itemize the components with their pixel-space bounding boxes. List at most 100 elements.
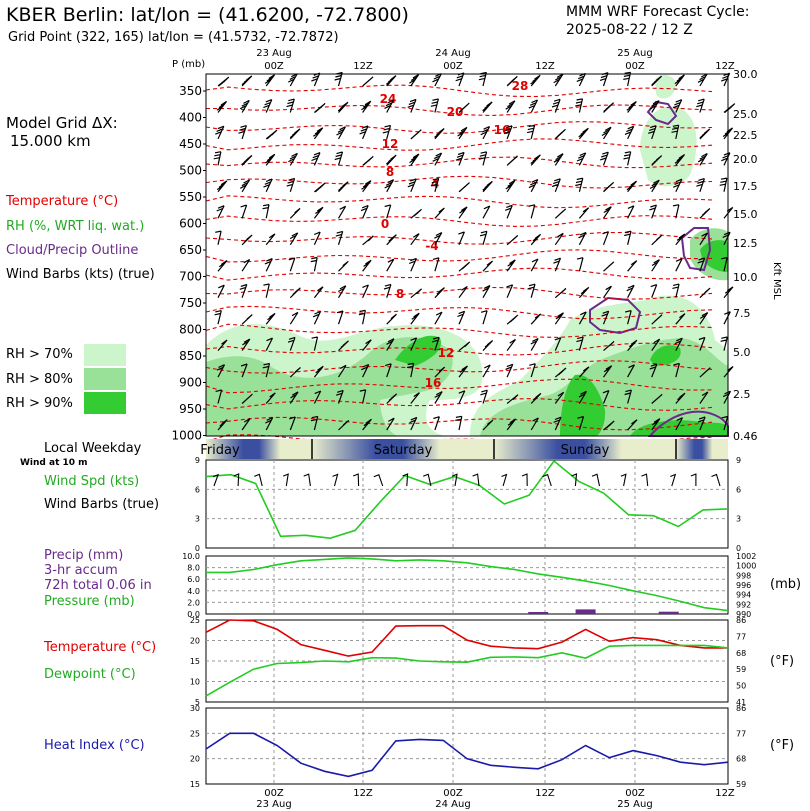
pressure-line <box>206 557 729 612</box>
wind-barb <box>554 391 565 404</box>
wind-barb <box>336 310 344 325</box>
wind-barb <box>578 207 590 219</box>
wind-barb <box>289 367 301 378</box>
wind-barb <box>458 390 466 404</box>
wind-barb <box>263 283 270 298</box>
wind-barb <box>576 152 587 166</box>
wind-barb <box>528 178 539 193</box>
wind-barb <box>553 153 564 166</box>
pressure-tick-label: 650 <box>179 243 202 257</box>
isotherm-contour <box>205 84 713 98</box>
wind-barb <box>603 261 615 272</box>
wind-barb <box>434 128 445 140</box>
wind-barb <box>434 232 443 246</box>
wind-barb <box>675 258 683 272</box>
wind-barb <box>337 101 349 113</box>
wind-barb <box>458 365 468 378</box>
wind-barb <box>672 99 683 113</box>
series-line <box>205 644 729 697</box>
bottom-date-label: 23 Aug <box>256 799 291 810</box>
wind-barb <box>674 154 686 166</box>
wind-barb <box>313 365 324 378</box>
wind-barb <box>288 152 298 166</box>
surface-wind-barb <box>670 473 677 487</box>
wind-barb <box>649 363 658 378</box>
wind-barb <box>480 125 491 140</box>
wind-barb <box>433 416 440 431</box>
legend-rh70: RH > 70% <box>6 347 73 362</box>
surface-wind-barb <box>711 473 721 487</box>
left-tick-label: 6.0 <box>187 575 200 584</box>
surface-wind-barb <box>542 473 552 487</box>
wind-barb <box>263 99 273 113</box>
bottom-time-label: 12Z <box>535 788 555 799</box>
wind-barb <box>530 337 539 351</box>
wind-barb <box>358 309 366 325</box>
wind-barb <box>721 257 728 272</box>
wind-barb <box>409 153 420 166</box>
surface-wind-barb <box>591 473 601 487</box>
pressure-tick-label: 500 <box>179 164 202 178</box>
wind-barb <box>576 336 584 351</box>
wind-barb <box>698 336 706 351</box>
wind-barb <box>216 100 228 113</box>
isotherm-contour <box>205 378 713 394</box>
legend-rh: RH (%, WRT liq. wat.) <box>6 219 145 234</box>
wind-barb <box>651 234 663 246</box>
wind-barb <box>575 98 584 113</box>
wind-barb <box>528 204 536 219</box>
wind-barb <box>506 259 516 272</box>
right-tick-label: 1002 <box>736 552 756 561</box>
wind-barb <box>530 392 542 404</box>
pressure-tick-label: 450 <box>179 137 202 151</box>
wind-barb <box>576 257 584 272</box>
pressure-axis-title: P (mb) <box>172 59 205 70</box>
wind-barb <box>603 340 615 352</box>
wind-barb <box>241 393 253 404</box>
wind-barb <box>650 284 658 298</box>
wind-barb <box>407 178 417 193</box>
cross-section-panel: 28 24 20 16 12 8 4 0 -4 8 12 16 P (mb) 350 400 450 500 55… <box>171 48 782 449</box>
left-tick-label: 9 <box>195 456 200 465</box>
left-tick-label: 0.0 <box>187 610 200 619</box>
left-tick-label: 15 <box>190 657 200 666</box>
rh-shading-region <box>560 374 606 436</box>
wind-barb <box>624 125 635 140</box>
wind-barb <box>386 258 395 272</box>
wind-barb <box>479 230 488 245</box>
wind-barb <box>217 419 228 431</box>
wind-barb <box>699 208 711 219</box>
wind-barb <box>410 312 420 325</box>
wind-barb <box>482 260 494 272</box>
wind-barb <box>697 257 706 272</box>
isotherm-label: 0 <box>381 217 389 231</box>
wind-barb <box>241 417 251 431</box>
wind-barb <box>215 230 222 245</box>
wind-barb <box>578 231 587 246</box>
wind-barb <box>360 204 369 219</box>
rh-shading-region <box>655 74 676 99</box>
grid-dx-value: 15.000 km <box>10 132 91 150</box>
temperature-panel: 5 10 15 20 25 41 50 59 68 77 86 <box>190 616 746 707</box>
wind-barb <box>432 152 443 166</box>
wind-barb <box>289 232 299 246</box>
wind-barb <box>530 154 541 166</box>
wind-barb <box>362 235 374 246</box>
wind-barb <box>551 98 561 113</box>
isotherm-contour <box>205 156 713 169</box>
top-time-label: 00Z <box>625 61 645 72</box>
wind-barb <box>697 73 708 87</box>
wind-barb <box>554 128 566 140</box>
height-tick-label: 30.0 <box>733 68 758 81</box>
bottom-time-label: 00Z <box>264 788 284 799</box>
right-tick-label: 996 <box>736 581 751 590</box>
legend-pressure: Pressure (mb) <box>44 594 135 609</box>
wind-barb <box>651 314 663 325</box>
wind-height-label: Wind at 10 m <box>20 458 88 468</box>
wind-barb <box>626 180 638 193</box>
wind-barb <box>577 416 585 431</box>
wind-barb <box>384 204 392 219</box>
wind-barb <box>505 363 514 378</box>
wind-barb <box>239 99 250 113</box>
isotherm-contour <box>205 323 713 338</box>
